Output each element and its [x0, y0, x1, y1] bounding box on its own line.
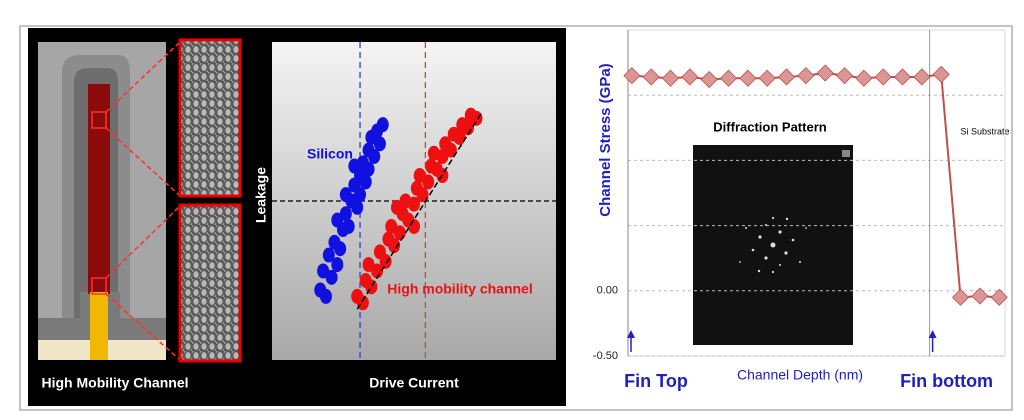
marker [777, 68, 796, 86]
y-tick-label: 0.00 [597, 285, 618, 297]
marker [990, 288, 1008, 306]
zoom-line [105, 293, 181, 361]
annotation: Fin bottom [900, 371, 993, 391]
scatter-point [373, 136, 386, 152]
scatter-point [354, 187, 367, 203]
scatter-point [322, 247, 335, 263]
series-label: High mobility channel [387, 281, 532, 297]
marker [758, 69, 776, 87]
scatter-point [325, 269, 338, 285]
scatter-point [342, 218, 355, 234]
y-axis-label: Channel Stress (GPa) [597, 63, 614, 216]
scatter-point [362, 161, 375, 177]
trend-line [356, 111, 483, 310]
marker [855, 69, 873, 87]
zoom-line [105, 127, 181, 197]
scatter-point [388, 238, 401, 254]
x-axis-label: Channel Depth (nm) [737, 367, 863, 383]
marker [835, 67, 854, 85]
marker [661, 69, 680, 87]
arrow-head [928, 330, 937, 338]
zoom-line [105, 205, 181, 279]
marker [951, 288, 970, 306]
scatter-point [371, 263, 384, 279]
scatter-point [339, 206, 352, 222]
scatter-point [379, 253, 392, 269]
marker [623, 67, 641, 85]
zoom-line [105, 41, 181, 113]
marker [913, 68, 931, 86]
scatter-point [331, 257, 344, 273]
scatter-point [334, 241, 347, 257]
inset-title: Diffraction Pattern [713, 119, 826, 134]
scatter-point [319, 288, 332, 304]
scatter-point [422, 174, 435, 190]
arrow-head [627, 330, 635, 338]
y-axis-label: Leakage [253, 167, 269, 223]
scatter-point [359, 174, 372, 190]
marker [797, 67, 815, 85]
scatter-point [393, 225, 406, 241]
marker [700, 70, 718, 89]
scatter-point [470, 110, 483, 126]
scatter-point [453, 129, 466, 145]
scatter-point [376, 117, 389, 133]
scatter-point [390, 199, 403, 215]
fin-diagram [38, 38, 242, 363]
diffraction-inset [693, 145, 853, 345]
scatter-point [351, 199, 364, 215]
tem-image [178, 203, 242, 363]
marker [739, 69, 757, 87]
frame [19, 25, 1013, 411]
marker [971, 287, 989, 305]
scatter-point [356, 295, 369, 311]
scatter-point [461, 120, 474, 136]
scatter-point [416, 187, 429, 203]
fin-base [90, 292, 108, 360]
annotation: Fin Top [624, 371, 688, 391]
scatter-point [339, 187, 352, 203]
diffraction-spots [739, 216, 807, 274]
channel [88, 84, 110, 294]
scatter-point [368, 148, 381, 164]
annotation: Si Substrate [960, 126, 1009, 136]
scatter-point [408, 196, 420, 212]
scatter-point [408, 218, 420, 234]
inset-scale [842, 150, 850, 157]
series-label: Silicon [307, 146, 353, 162]
marker [816, 64, 834, 82]
x-axis-label: Drive Current [369, 375, 459, 391]
scatter-point [444, 142, 457, 158]
marker [874, 68, 892, 86]
zoom-box [91, 111, 107, 129]
tem-image [178, 38, 242, 198]
y-tick-label: -0.50 [593, 350, 618, 362]
marker [719, 69, 738, 87]
marker [681, 68, 699, 86]
marker [642, 68, 660, 86]
marker [932, 65, 950, 83]
marker [893, 68, 912, 86]
diagram-label: High Mobility Channel [42, 375, 189, 391]
zoom-box [91, 277, 107, 295]
